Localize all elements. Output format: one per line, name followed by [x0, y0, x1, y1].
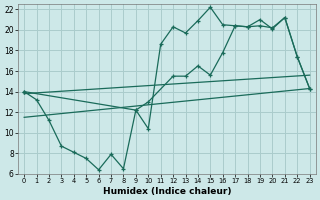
X-axis label: Humidex (Indice chaleur): Humidex (Indice chaleur) — [103, 187, 231, 196]
